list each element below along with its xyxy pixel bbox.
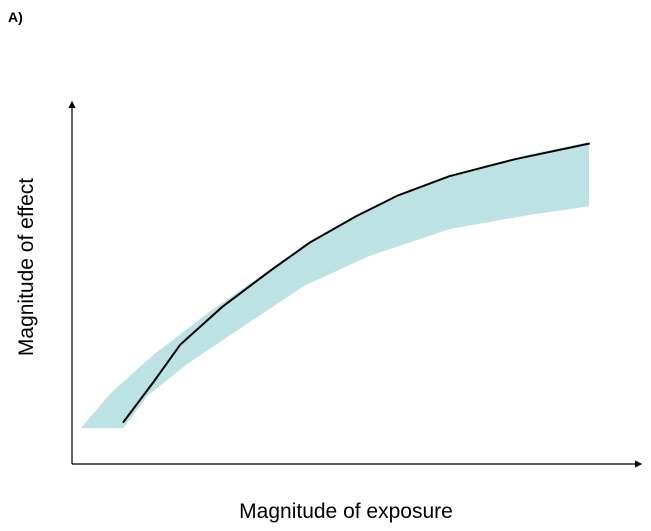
confidence-band xyxy=(80,142,590,429)
x-axis-label: Magnitude of exposure xyxy=(239,500,453,523)
series-line xyxy=(122,142,590,423)
y-axis-label: Magnitude of effect xyxy=(15,178,38,356)
panel-label: A) xyxy=(8,9,23,25)
